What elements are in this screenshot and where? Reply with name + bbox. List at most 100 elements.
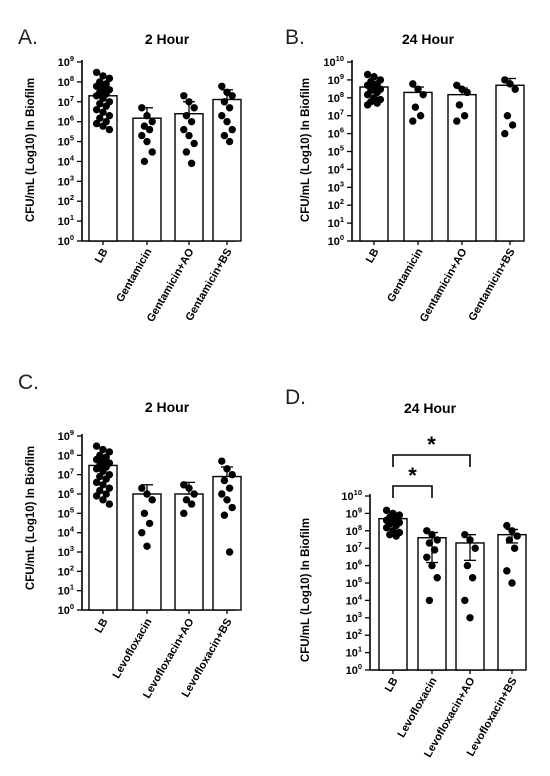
data-point [92,478,101,487]
data-point [218,111,226,120]
data-point [414,85,422,93]
y-tick-label: 100 [346,662,362,677]
x-tick-label: Gentamicin [114,246,154,304]
data-point [433,536,441,544]
data-point [138,104,146,112]
data-point [411,103,420,111]
y-axis-label: CFU/mL (Log10) In Biofilm [25,78,37,222]
data-point [148,496,156,504]
data-point [143,137,151,146]
data-point [430,546,439,554]
y-tick-label: 109 [58,54,74,69]
data-point [185,484,193,492]
data-point [140,122,149,130]
y-tick-label: 102 [58,563,74,578]
data-point [225,548,234,556]
data-point [96,100,104,108]
data-point [501,76,509,84]
data-point [363,101,372,109]
data-point [225,484,234,492]
y-tick-label: 108 [58,447,74,462]
data-point [180,125,188,134]
data-point [508,121,517,129]
data-point [225,137,234,146]
x-tick-label: LB [383,675,401,694]
data-point [419,90,427,99]
data-point [228,470,236,479]
data-point [363,81,372,89]
x-tick-label: LB [364,246,382,265]
data-point [92,465,101,473]
data-point [225,104,234,112]
data-point [190,490,198,498]
y-tick-label: 106 [58,486,74,501]
y-tick-label: 107 [58,94,74,109]
bar [88,95,118,242]
data-point [228,125,236,134]
data-point [99,481,107,489]
data-point [180,92,188,100]
y-axis-label: CFU/mL (Log10) In Biofilm [300,78,312,222]
data-point [220,131,229,140]
data-point [425,539,434,547]
x-tick-label: Gentamicin+AO [418,246,470,324]
chart-title: 24 Hour [404,400,457,416]
panel-letter: A. [18,26,38,49]
y-tick-label: 106 [346,558,362,573]
data-point [102,102,110,110]
data-point [182,111,191,120]
data-point [503,567,511,575]
data-point [145,519,154,528]
data-point [190,104,198,112]
bar [378,517,408,671]
data-point [185,131,193,140]
data-point [145,125,154,134]
data-point [428,530,436,539]
data-point [503,521,511,530]
data-point [105,125,114,134]
data-point [99,94,107,102]
data-point [453,117,461,125]
data-point [508,579,516,587]
bar [132,117,162,242]
bar [497,533,527,671]
y-tick-label: 101 [328,215,344,230]
y-tick-label: 109 [328,72,344,87]
y-axis-label: CFU/mL (Log10) In Biofilm [25,446,37,590]
data-point [373,88,381,97]
x-tick-label: LB [93,246,111,265]
data-point [187,500,196,508]
y-tick-label: 100 [58,602,74,617]
bar [359,86,389,242]
data-point [138,484,146,492]
y-tick-label: 103 [58,544,74,559]
data-point [138,131,146,140]
data-point [503,112,512,120]
data-point [92,82,101,91]
y-tick-label: 104 [328,161,345,176]
data-point [105,74,114,83]
data-point [99,496,107,504]
y-tick-label: 102 [346,627,362,642]
data-point [501,129,509,138]
y-tick-label: 104 [58,153,75,168]
y-tick-label: 109 [58,428,74,443]
y-tick-label: 102 [328,197,344,212]
data-point [409,80,417,88]
y-tick-label: 107 [58,467,74,482]
data-point [513,532,521,540]
data-point [182,148,191,156]
chart-panel-d: D. 24 Hour CFU/mL (Log10) In Biofilm 100 101… [285,386,527,760]
data-point [223,88,231,96]
y-tick-label: 108 [328,90,344,105]
data-point [228,503,236,512]
panel-letter: C. [18,371,39,394]
data-point [511,85,519,93]
data-point [460,112,469,120]
y-tick-label: 106 [58,114,74,129]
chart-title: 2 Hour [145,31,190,47]
data-point [392,532,400,540]
data-point [148,117,156,126]
y-tick-label: 1010 [341,488,362,503]
